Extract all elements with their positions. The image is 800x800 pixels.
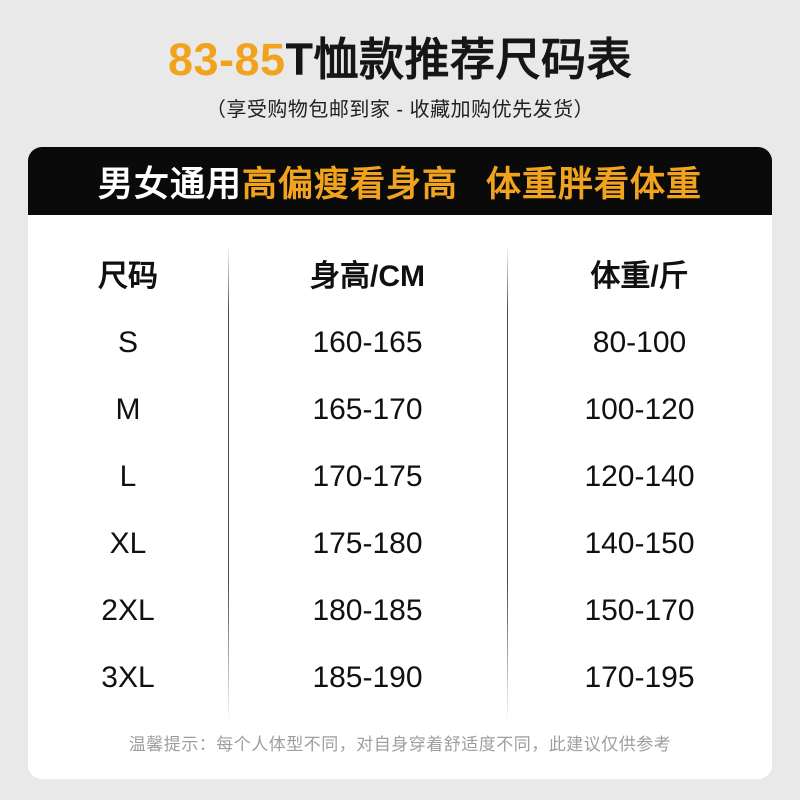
height-cell: 175-180 bbox=[312, 526, 423, 560]
weight-cell: 170-195 bbox=[584, 660, 695, 694]
banner-height-rule-label: 高偏瘦看身高 bbox=[241, 164, 458, 204]
size-chart-card: 男女通用 高偏瘦看身高 体重胖看体重 尺码 身高/CM 体重/斤 S 160-165… bbox=[28, 147, 772, 779]
size-cell: 3XL bbox=[101, 660, 155, 694]
table-row: L 170-175 120-140 bbox=[28, 443, 772, 510]
table-row: S 160-165 80-100 bbox=[28, 309, 772, 376]
banner-weight-rule-label: 体重胖看体重 bbox=[486, 164, 703, 204]
size-cell: XL bbox=[109, 526, 147, 560]
banner-unisex-label: 男女通用 bbox=[97, 164, 242, 204]
table-row: 2XL 180-185 150-170 bbox=[28, 577, 772, 644]
title-text: T恤款推荐尺码表 bbox=[285, 34, 633, 85]
size-cell: 2XL bbox=[101, 593, 155, 627]
weight-cell: 120-140 bbox=[584, 459, 695, 493]
size-cell: M bbox=[115, 392, 141, 426]
height-cell: 160-165 bbox=[312, 325, 423, 359]
weight-cell: 150-170 bbox=[584, 593, 695, 627]
height-cell: 180-185 bbox=[312, 593, 423, 627]
footer-note: 温馨提示：每个人体型不同，对自身穿着舒适度不同，此建议仅供参考 bbox=[128, 735, 672, 754]
table-header-row: 尺码 身高/CM 体重/斤 bbox=[28, 247, 772, 299]
page-header: 83-85T恤款推荐尺码表 （享受购物包邮到家 - 收藏加购优先发货） bbox=[0, 0, 800, 122]
column-divider-2 bbox=[507, 245, 508, 723]
table-row: 3XL 185-190 170-195 bbox=[28, 644, 772, 711]
weight-cell: 80-100 bbox=[592, 325, 687, 359]
page-title: 83-85T恤款推荐尺码表 bbox=[0, 36, 800, 83]
column-header-height: 身高/CM bbox=[310, 260, 425, 293]
height-cell: 185-190 bbox=[312, 660, 423, 694]
size-table: 尺码 身高/CM 体重/斤 S 160-165 80-100 M 165-170… bbox=[28, 215, 772, 779]
subtitle: （享受购物包邮到家 - 收藏加购优先发货） bbox=[205, 99, 595, 122]
table-row: XL 175-180 140-150 bbox=[28, 510, 772, 577]
size-cell: L bbox=[119, 459, 137, 493]
column-header-size: 尺码 bbox=[98, 260, 158, 293]
column-divider-1 bbox=[228, 245, 229, 723]
weight-cell: 100-120 bbox=[584, 392, 695, 426]
height-cell: 165-170 bbox=[312, 392, 423, 426]
weight-cell: 140-150 bbox=[584, 526, 695, 560]
title-highlight: 83-85 bbox=[167, 34, 286, 85]
column-header-weight: 体重/斤 bbox=[590, 260, 689, 293]
table-row: M 165-170 100-120 bbox=[28, 376, 772, 443]
banner: 男女通用 高偏瘦看身高 体重胖看体重 bbox=[28, 147, 772, 215]
size-cell: S bbox=[117, 325, 138, 359]
height-cell: 170-175 bbox=[312, 459, 423, 493]
